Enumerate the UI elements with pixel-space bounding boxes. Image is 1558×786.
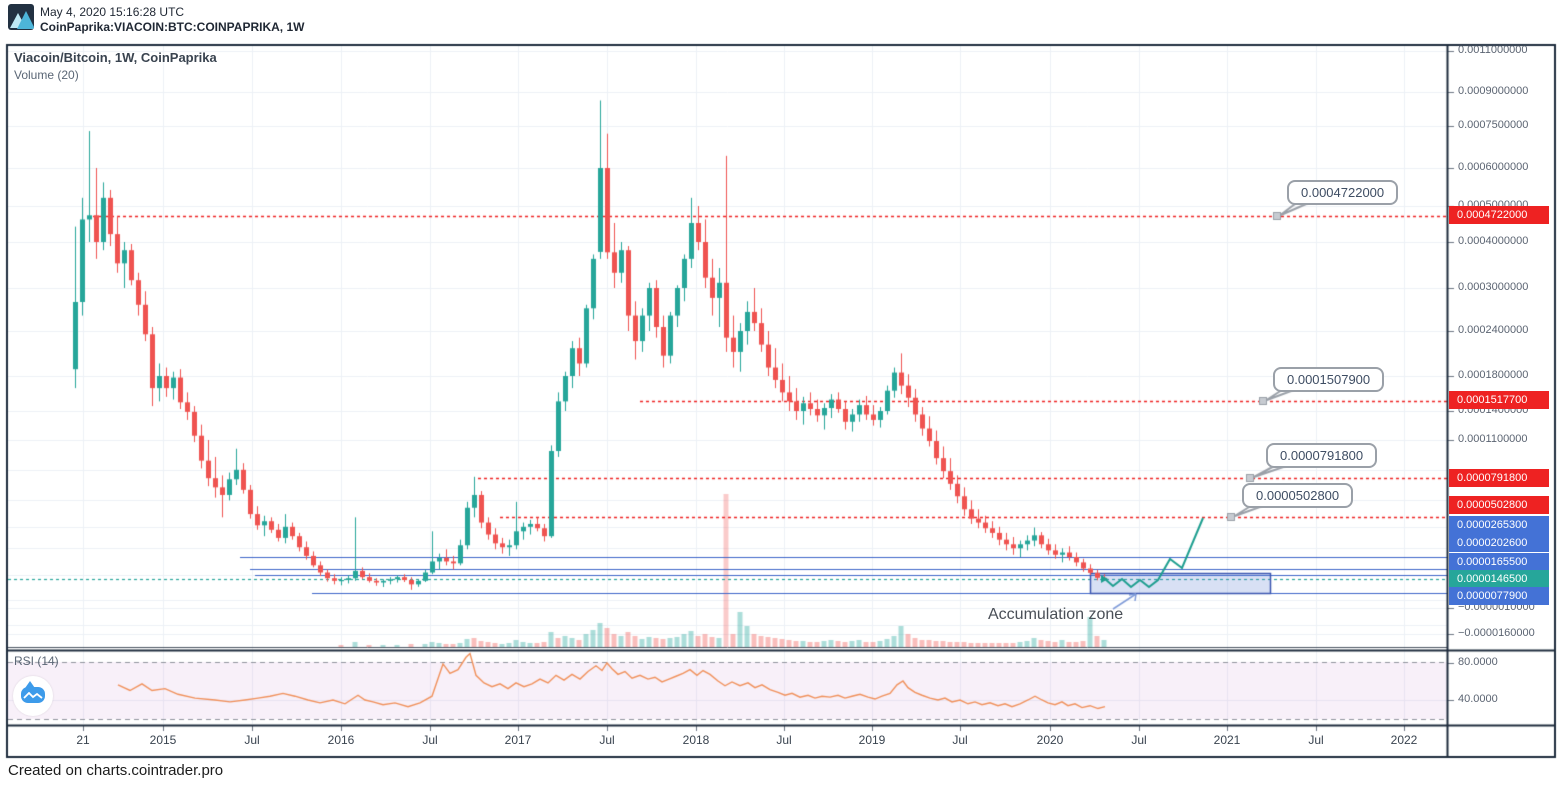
time-axis-label[interactable]: 2017 [504, 733, 532, 747]
time-axis-label[interactable]: 2015 [149, 733, 177, 747]
price-level-flag-blue: 0.0000077900 [1449, 587, 1549, 605]
rsi-axis-tick: 40.0000 [1458, 693, 1498, 705]
time-axis-label[interactable]: 2022 [1390, 733, 1418, 747]
price-level-flag-teal: 0.0000146500 [1449, 570, 1549, 588]
price-axis-tick: 0.0001800000 [1458, 369, 1529, 381]
price-axis-tick: −0.0000160000 [1458, 627, 1535, 639]
time-axis-label[interactable]: Jul [244, 733, 260, 747]
price-axis-tick: 0.0007500000 [1458, 119, 1529, 131]
time-axis-label[interactable]: 2020 [1036, 733, 1064, 747]
price-level-flag-blue: 0.0000165500 [1449, 553, 1549, 571]
price-axis-tick: 0.0002400000 [1458, 324, 1529, 336]
time-axis-label[interactable]: 2016 [327, 733, 355, 747]
price-axis-tick: 0.0006000000 [1458, 161, 1529, 173]
price-level-flag-red: 0.0001517700 [1449, 391, 1549, 409]
time-axis-label[interactable]: 2021 [1213, 733, 1241, 747]
symbol-breadcrumb: CoinPaprika:VIACOIN:BTC:COINPAPRIKA, 1W [40, 20, 305, 34]
chart-timestamp: May 4, 2020 15:16:28 UTC [40, 5, 185, 19]
price-axis-tick: 0.0003000000 [1458, 281, 1529, 293]
price-level-flag-blue: 0.0000265300 [1449, 516, 1549, 534]
cointrader-mountain-icon [8, 4, 34, 30]
time-axis-label[interactable]: Jul [1308, 733, 1324, 747]
price-callout[interactable]: 0.0000791800 [1266, 443, 1378, 468]
price-level-flag-red: 0.0004722000 [1449, 206, 1549, 224]
time-axis-label[interactable]: 2019 [858, 733, 886, 747]
footer-credit: Created on charts.cointrader.pro [8, 762, 224, 779]
time-axis-label[interactable]: 2018 [682, 733, 710, 747]
time-axis-label[interactable]: Jul [952, 733, 968, 747]
chart-legend-title[interactable]: Viacoin/Bitcoin, 1W, CoinPaprika [14, 50, 217, 65]
price-axis-tick: 0.0001100000 [1458, 433, 1528, 445]
price-axis-tick: 0.0011000000 [1458, 44, 1528, 56]
price-callout[interactable]: 0.0001507900 [1273, 367, 1385, 392]
price-level-flag-red: 0.0000502800 [1449, 496, 1549, 514]
price-axis-tick: 0.0004000000 [1458, 235, 1529, 247]
price-axis-tick: 0.0009000000 [1458, 85, 1529, 97]
time-axis-label[interactable]: Jul [422, 733, 438, 747]
price-level-flag-red: 0.0000791800 [1449, 469, 1549, 487]
rsi-indicator-label[interactable]: RSI (14) [14, 654, 59, 668]
price-level-flag-blue: 0.0000202600 [1449, 534, 1549, 552]
accumulation-zone-label[interactable]: Accumulation zone [988, 606, 1124, 623]
time-axis-label[interactable]: Jul [599, 733, 615, 747]
time-axis-label[interactable]: 21 [76, 733, 90, 747]
rsi-axis-tick: 80.0000 [1458, 656, 1498, 668]
volume-indicator-label[interactable]: Volume (20) [14, 68, 79, 82]
time-axis-label[interactable]: Jul [776, 733, 792, 747]
price-callout[interactable]: 0.0000502800 [1242, 483, 1354, 508]
watermark-logo-icon [13, 676, 53, 716]
watermark-zigzag-icon [23, 692, 43, 699]
price-callout[interactable]: 0.0004722000 [1287, 180, 1399, 205]
time-axis-label[interactable]: Jul [1131, 733, 1147, 747]
